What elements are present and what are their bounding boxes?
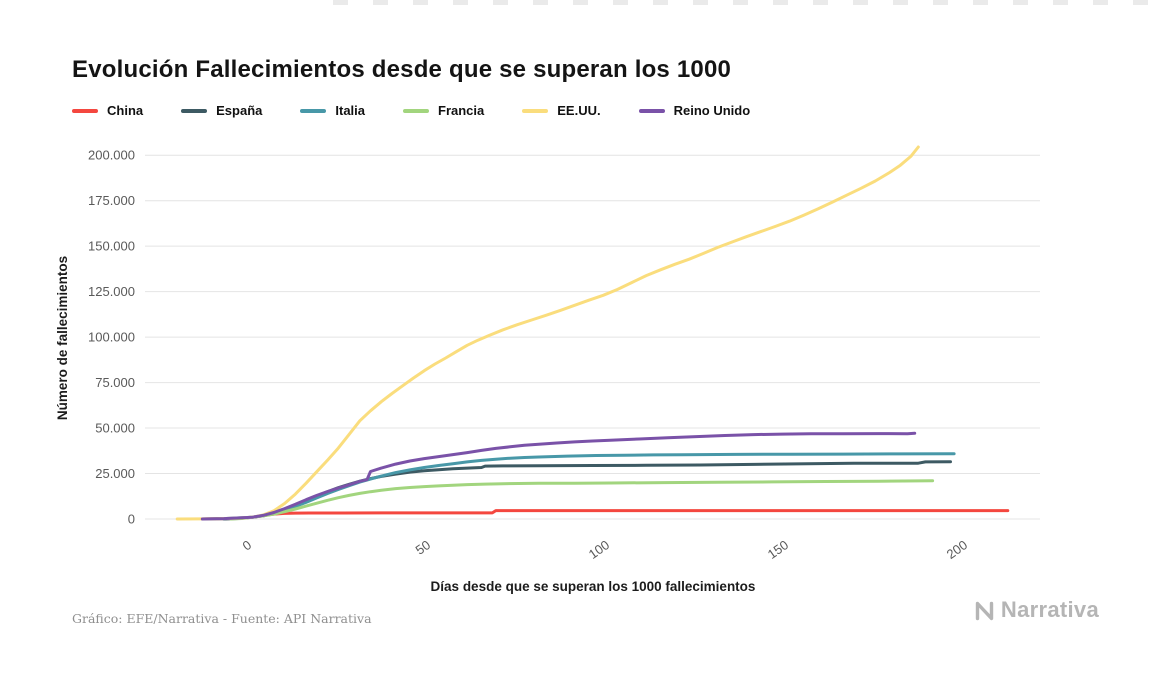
x-tick-label: 150 — [765, 537, 791, 562]
legend-swatch — [72, 108, 98, 113]
legend-label: Italia — [335, 103, 365, 118]
legend-item-reino-unido[interactable]: Reino Unido — [638, 103, 751, 118]
y-tick-label: 150.000 — [88, 239, 135, 254]
x-tick-label: 50 — [413, 537, 433, 558]
series-line-italia — [200, 452, 956, 521]
chart-title: Evolución Fallecimientos desde que se su… — [72, 56, 732, 84]
narrativa-n-icon — [975, 601, 994, 621]
series-line-francia — [229, 479, 935, 521]
x-tick-label: 100 — [586, 537, 612, 562]
y-axis-title: Número de fallecimientos — [55, 256, 70, 420]
cropped-page-edge-artifact — [333, 0, 1157, 5]
legend-swatch — [300, 108, 327, 113]
legend-item-espana[interactable]: España — [181, 103, 262, 118]
x-tick-label: 0 — [240, 537, 255, 553]
y-tick-label: 75.000 — [95, 375, 135, 390]
series-lines — [175, 145, 1010, 521]
legend-swatch — [522, 108, 549, 113]
legend-label: China — [107, 103, 144, 118]
x-axis-ticks: 0 50 100 150 200 — [240, 537, 971, 562]
y-axis-ticks: 0 25.000 50.000 75.000 100.000 125.000 150.000… — [88, 148, 135, 527]
legend-label: EE.UU. — [557, 103, 601, 118]
legend-swatch — [181, 108, 208, 113]
series-line-reino-unido — [200, 431, 917, 521]
legend-swatch — [403, 108, 429, 113]
series-line-china — [200, 509, 1010, 521]
y-tick-label: 0 — [128, 512, 135, 527]
legend-item-china[interactable]: China — [72, 103, 143, 118]
legend-label: Reino Unido — [673, 103, 751, 118]
y-tick-label: 125.000 — [88, 284, 135, 299]
legend-label: España — [216, 103, 263, 118]
y-tick-label: 100.000 — [88, 330, 135, 345]
narrativa-logo: Narrativa — [973, 597, 1099, 623]
x-axis-title: Días desde que se superan los 1000 falle… — [431, 579, 756, 594]
series-line-eeuu — [175, 145, 920, 521]
legend: China España Italia Francia EE.UU. Reino Unid… — [72, 103, 750, 118]
narrativa-logo-text: Narrativa — [1000, 597, 1099, 622]
legend-item-eeuu[interactable]: EE.UU. — [522, 103, 601, 118]
legend-label: Francia — [438, 103, 485, 118]
legend-item-italia[interactable]: Italia — [300, 103, 365, 118]
y-tick-label: 175.000 — [88, 193, 135, 208]
y-tick-label: 25.000 — [95, 466, 135, 481]
source-credit: Gráfico: EFE/Narrativa - Fuente: API Nar… — [72, 611, 372, 626]
y-tick-label: 50.000 — [95, 421, 135, 436]
legend-item-francia[interactable]: Francia — [403, 103, 484, 118]
x-tick-label: 200 — [944, 537, 970, 562]
gridlines — [145, 154, 1040, 520]
legend-swatch — [638, 108, 665, 113]
y-tick-label: 200.000 — [88, 148, 135, 163]
